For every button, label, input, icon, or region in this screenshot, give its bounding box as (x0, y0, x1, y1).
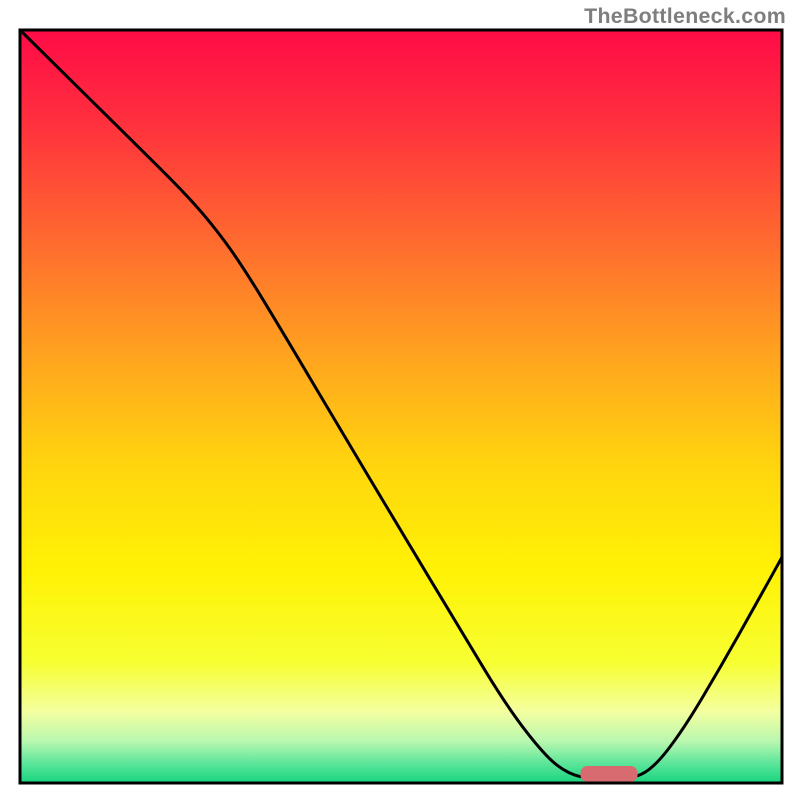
chart-container: TheBottleneck.com (0, 0, 800, 800)
optimal-marker (580, 766, 637, 782)
chart-svg (0, 0, 800, 800)
watermark-text: TheBottleneck.com (584, 4, 786, 29)
